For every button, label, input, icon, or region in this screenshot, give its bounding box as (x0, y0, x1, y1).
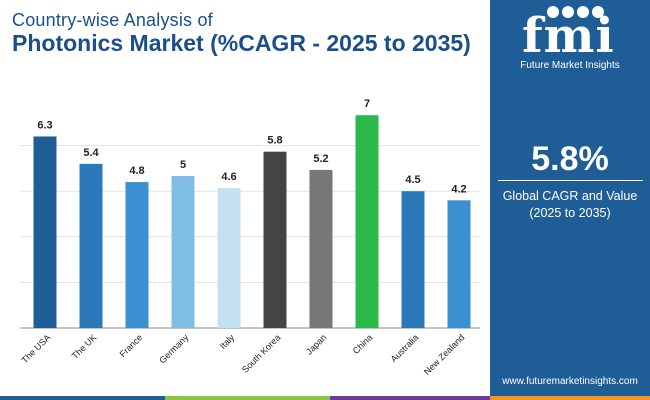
bar-france (125, 182, 149, 328)
bar-australia (401, 191, 425, 328)
data-label: 5.8 (267, 135, 282, 147)
logo-chart-icon (562, 6, 574, 18)
side-panel: fmi Future Market Insights 5.8% Global C… (490, 0, 650, 400)
data-label: 4.8 (129, 165, 144, 177)
bar-south-korea (263, 151, 287, 328)
chart-title-line2: Photonics Market (%CAGR - 2025 to 2035) (12, 30, 471, 56)
bar-the-usa (33, 136, 57, 328)
logo-wordmark: fmi (522, 8, 615, 64)
data-label: 5.2 (313, 153, 328, 165)
bar-japan (309, 169, 333, 328)
data-label: 7 (364, 98, 370, 110)
x-tick-label: Italy (218, 332, 237, 351)
bar-the-uk (79, 163, 103, 328)
logo-globe-icon (547, 6, 559, 18)
bottom-bar-segment-1 (0, 396, 165, 400)
x-tick-label: China (351, 332, 375, 356)
bottom-bar-segment-2 (165, 396, 330, 400)
bar-chart: 6.3 The USA 5.4 The UK 4.8 France 5 Germany 4.6 I… (20, 98, 480, 377)
data-label: 4.2 (451, 183, 466, 195)
bar-germany (171, 176, 195, 328)
bar-new-zealand (447, 200, 471, 328)
data-label: 4.5 (405, 174, 420, 186)
x-tick-label: Australia (389, 332, 421, 364)
cagr-label-line1: Global CAGR and Value (502, 189, 638, 203)
x-tick-label: New Zealand (422, 332, 467, 377)
x-tick-label: Germany (157, 332, 191, 366)
website-link[interactable]: www.futuremarketinsights.com (502, 376, 638, 387)
logo-people-icon (577, 6, 589, 18)
bottom-bar-segment-3 (330, 396, 490, 400)
global-cagr-value: 5.8% (531, 140, 609, 178)
x-tick-label: The USA (20, 332, 53, 365)
data-label: 5.4 (83, 147, 99, 159)
x-tick-label: South Korea (240, 332, 282, 374)
cagr-label-line2: (2025 to 2035) (529, 206, 611, 220)
logo-bulb-icon (592, 6, 604, 18)
company-name: Future Market Insights (520, 60, 620, 71)
x-tick-label: France (118, 332, 145, 359)
data-label: 4.6 (221, 171, 236, 183)
bar-italy (217, 188, 241, 328)
company-logo: fmi Future Market Insights (490, 0, 650, 75)
bar-china (355, 115, 379, 328)
divider (498, 180, 643, 181)
chart-title-line1: Country-wise Analysis of (12, 10, 213, 30)
x-tick-label: The UK (70, 332, 99, 361)
logo-decoration-icons (547, 6, 627, 18)
bottom-bar-segment-4 (490, 396, 650, 400)
global-cagr-label: Global CAGR and Value (2025 to 2035) (490, 188, 650, 222)
data-label: 5 (180, 159, 186, 171)
x-tick-label: Japan (304, 332, 328, 356)
data-label: 6.3 (37, 119, 52, 131)
